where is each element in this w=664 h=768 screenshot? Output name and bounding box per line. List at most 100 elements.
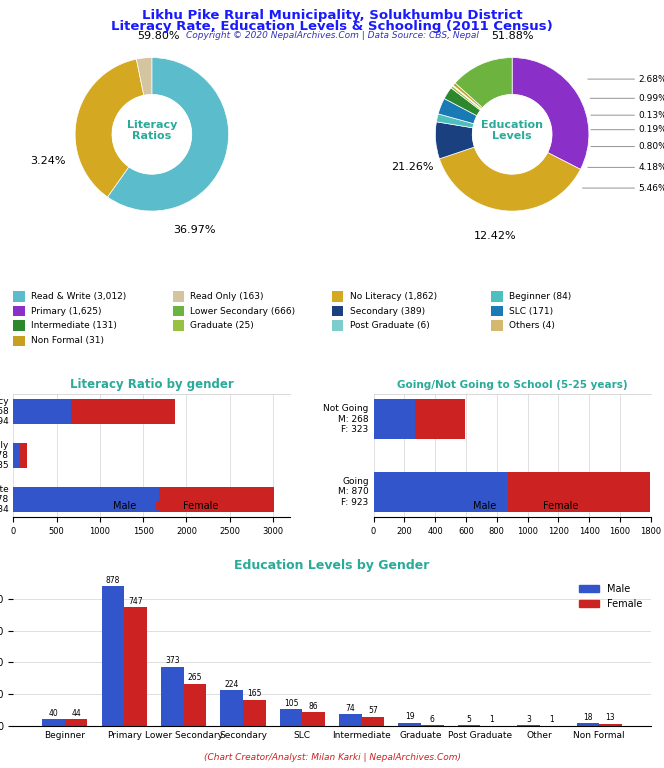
FancyBboxPatch shape (13, 306, 25, 316)
FancyBboxPatch shape (13, 291, 25, 302)
Text: 5.46%: 5.46% (639, 184, 664, 193)
Wedge shape (453, 85, 481, 109)
Text: 4.18%: 4.18% (639, 163, 664, 172)
Text: 40: 40 (48, 709, 58, 718)
Text: 44: 44 (71, 709, 81, 717)
Text: Intermediate (131): Intermediate (131) (31, 321, 117, 330)
Text: 59.80%: 59.80% (137, 31, 179, 41)
Text: 19: 19 (405, 713, 414, 721)
Text: 21.26%: 21.26% (391, 161, 434, 171)
Wedge shape (108, 58, 228, 211)
Bar (71, 399, 175, 424)
Wedge shape (455, 58, 512, 108)
Text: 1: 1 (548, 715, 554, 724)
FancyBboxPatch shape (491, 320, 503, 331)
Text: Primary (1,625): Primary (1,625) (31, 306, 102, 316)
Text: Secondary (389): Secondary (389) (350, 306, 425, 316)
FancyBboxPatch shape (173, 291, 184, 302)
Wedge shape (444, 88, 480, 116)
Legend: Male, Female: Male, Female (442, 497, 582, 515)
Text: Others (4): Others (4) (509, 321, 555, 330)
Bar (65, 719, 88, 726)
Text: Likhu Pike Rural Municipality, Solukhumbu District: Likhu Pike Rural Municipality, Solukhumb… (141, 9, 523, 22)
Text: 12.42%: 12.42% (474, 230, 517, 240)
FancyBboxPatch shape (491, 306, 503, 316)
Wedge shape (440, 147, 580, 211)
Bar (507, 472, 649, 511)
FancyBboxPatch shape (332, 306, 343, 316)
Text: 57: 57 (368, 707, 378, 716)
Bar (421, 725, 444, 726)
Text: 13: 13 (606, 713, 616, 723)
Circle shape (112, 94, 192, 174)
Text: 3.24%: 3.24% (31, 156, 66, 166)
Bar (161, 667, 183, 726)
Text: Read & Write (3,012): Read & Write (3,012) (31, 292, 126, 301)
Text: 86: 86 (309, 702, 319, 711)
Legend: Male, Female: Male, Female (82, 497, 222, 515)
Bar (243, 700, 266, 726)
Text: 224: 224 (224, 680, 239, 689)
Text: 0.13%: 0.13% (639, 111, 664, 120)
Wedge shape (136, 58, 152, 95)
Bar (576, 723, 599, 726)
Wedge shape (438, 98, 477, 124)
Text: 0.99%: 0.99% (639, 94, 664, 103)
Text: 1: 1 (489, 715, 494, 724)
Wedge shape (75, 59, 144, 197)
Text: 2.68%: 2.68% (639, 74, 664, 84)
Text: 36.97%: 36.97% (173, 225, 215, 235)
Text: 5: 5 (467, 715, 471, 723)
Wedge shape (436, 122, 474, 159)
Legend: Male, Female: Male, Female (576, 580, 646, 613)
Text: 265: 265 (188, 674, 202, 683)
Text: No Literacy (1,862): No Literacy (1,862) (350, 292, 437, 301)
Text: (Chart Creator/Analyst: Milan Karki | NepalArchives.Com): (Chart Creator/Analyst: Milan Karki | Ne… (203, 753, 461, 762)
Wedge shape (512, 58, 589, 169)
FancyBboxPatch shape (13, 336, 25, 346)
Bar (13, 488, 159, 511)
Text: Non Formal (31): Non Formal (31) (31, 336, 104, 346)
FancyBboxPatch shape (491, 291, 503, 302)
Text: Beginner (84): Beginner (84) (509, 292, 572, 301)
Text: 0.19%: 0.19% (639, 125, 664, 134)
Bar (220, 690, 243, 726)
Circle shape (472, 94, 552, 174)
Bar (20, 443, 27, 468)
FancyBboxPatch shape (173, 306, 184, 316)
Bar (13, 399, 71, 424)
Text: 51.88%: 51.88% (491, 31, 533, 41)
Text: 6: 6 (430, 714, 435, 723)
Text: Education
Levels: Education Levels (481, 120, 543, 141)
Text: 373: 373 (165, 657, 179, 665)
Title: Going/Not Going to School (5-25 years): Going/Not Going to School (5-25 years) (397, 380, 627, 390)
Text: Literacy Rate, Education Levels & Schooling (2011 Census): Literacy Rate, Education Levels & School… (111, 20, 553, 33)
Text: SLC (171): SLC (171) (509, 306, 553, 316)
Bar (339, 714, 362, 726)
Text: 165: 165 (247, 690, 262, 698)
Text: Post Graduate (6): Post Graduate (6) (350, 321, 430, 330)
Bar (302, 712, 325, 726)
Title: Literacy Ratio by gender: Literacy Ratio by gender (70, 379, 234, 392)
Text: 3: 3 (526, 715, 531, 724)
Text: 18: 18 (583, 713, 593, 722)
Bar (374, 399, 415, 439)
Bar (458, 725, 481, 726)
Text: 747: 747 (128, 597, 143, 606)
Text: Graduate (25): Graduate (25) (191, 321, 254, 330)
Wedge shape (451, 86, 481, 110)
Wedge shape (453, 85, 481, 109)
Title: Education Levels by Gender: Education Levels by Gender (234, 559, 430, 572)
Text: Lower Secondary (666): Lower Secondary (666) (191, 306, 295, 316)
FancyBboxPatch shape (13, 320, 25, 331)
Bar (374, 472, 507, 511)
Bar (183, 684, 206, 726)
Bar (159, 488, 274, 511)
Text: Literacy
Ratios: Literacy Ratios (127, 120, 177, 141)
Text: 105: 105 (284, 699, 298, 708)
Text: 74: 74 (345, 703, 355, 713)
Bar (42, 720, 65, 726)
Bar (415, 399, 465, 439)
Wedge shape (436, 114, 473, 127)
Text: Read Only (163): Read Only (163) (191, 292, 264, 301)
